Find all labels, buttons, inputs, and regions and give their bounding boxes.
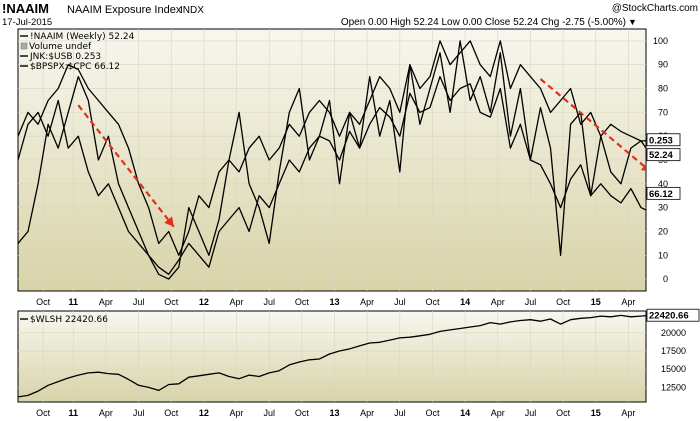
x-tick-label: Jul xyxy=(263,297,275,307)
trendline-group xyxy=(77,78,646,228)
value-flag-label: 66.12 xyxy=(649,189,673,200)
lower-y-tick-label: 20000 xyxy=(661,328,686,338)
lower-y-axis: 12500 15000 17500 20000 xyxy=(661,328,686,393)
x-tick-label: Apr xyxy=(230,297,244,307)
stockcharts-watermark: @StockCharts.com xyxy=(612,3,698,14)
value-flag-label: 0.253 xyxy=(649,135,673,146)
lower-y-tick-label: 15000 xyxy=(661,364,686,374)
upper-y-tick-label: 90 xyxy=(658,60,668,70)
lower-x-axis: Oct 11 Apr Jul Oct 12 Apr Jul Oct 13 Apr Jul Oct 14 Ap… xyxy=(36,408,635,418)
legend-label: !NAAIM (Weekly) 52.24 xyxy=(30,32,135,42)
upper-series-group xyxy=(18,40,646,280)
x-tick-label: Apr xyxy=(360,297,374,307)
quote-summary: Open 0.00 High 52.24 Low 0.00 Close 52.2… xyxy=(341,17,626,28)
upper-x-axis: Oct 11 Apr Jul Oct 12 Apr Jul Oct 13 Apr Jul Oct 14 Ap… xyxy=(36,297,635,307)
series-line-wlsh xyxy=(18,314,646,398)
series-line-jnk_usb xyxy=(18,40,646,256)
upper-y-tick-label: 20 xyxy=(658,226,668,236)
x-tick-label: Apr xyxy=(360,408,374,418)
x-tick-label: Jul xyxy=(133,408,145,418)
x-tick-label: Apr xyxy=(621,408,635,418)
x-tick-label: Apr xyxy=(491,408,505,418)
lower-series-group xyxy=(18,314,646,398)
x-tick-label: Jul xyxy=(394,297,406,307)
x-tick-label: Oct xyxy=(556,408,571,418)
value-flag xyxy=(646,148,681,162)
x-tick-label: Apr xyxy=(230,408,244,418)
x-tick-label: 12 xyxy=(199,408,209,418)
value-flag xyxy=(646,186,681,200)
ticker-symbol: !NAAIM xyxy=(2,1,49,16)
upper-y-tick-label: 70 xyxy=(658,107,668,117)
x-tick-label: Jul xyxy=(394,408,406,418)
lower-legend: $WLSH 22420.66 xyxy=(20,315,108,325)
series-line-naaim xyxy=(18,40,646,280)
value-flag-label: 22420.66 xyxy=(649,311,689,322)
x-tick-label: Oct xyxy=(36,408,51,418)
x-tick-label: Oct xyxy=(556,297,571,307)
x-tick-label: 15 xyxy=(591,408,601,418)
upper-value-flags: 0.253 52.24 66.12 xyxy=(646,133,681,200)
exchange-label: INDX xyxy=(180,5,204,16)
x-tick-label: Oct xyxy=(425,297,440,307)
x-tick-label: 12 xyxy=(199,297,209,307)
x-tick-label: Oct xyxy=(164,408,179,418)
x-tick-label: Oct xyxy=(295,408,310,418)
legend-label: $WLSH 22420.66 xyxy=(30,315,108,325)
index-name: NAAIM Exposure Index xyxy=(67,4,182,16)
trend-arrowhead-icon xyxy=(164,216,174,227)
x-tick-label: 11 xyxy=(69,297,79,307)
upper-y-tick-label: 80 xyxy=(658,84,668,94)
upper-y-tick-label: 100 xyxy=(653,36,668,46)
x-tick-label: Jul xyxy=(263,408,275,418)
x-tick-label: Apr xyxy=(99,297,113,307)
x-tick-label: 14 xyxy=(460,408,470,418)
x-tick-label: Apr xyxy=(491,297,505,307)
lower-value-flags: 22420.66 xyxy=(646,308,700,322)
red-trendline xyxy=(77,104,175,228)
legend-label: $BPSPX:$CPC 66.12 xyxy=(30,62,120,72)
upper-y-tick-label: 40 xyxy=(658,179,668,189)
upper-y-tick-label: 30 xyxy=(658,203,668,213)
chart-date: 17-Jul-2015 xyxy=(2,17,52,28)
x-tick-label: Oct xyxy=(425,408,440,418)
x-tick-label: 13 xyxy=(330,408,340,418)
x-tick-label: 13 xyxy=(330,297,340,307)
x-tick-label: 14 xyxy=(460,297,470,307)
lower-grid xyxy=(18,311,646,402)
x-tick-label: Oct xyxy=(164,297,179,307)
legend-label: JNK:$USB 0.253 xyxy=(29,52,101,62)
x-tick-label: 15 xyxy=(591,297,601,307)
legend-label: Volume undef xyxy=(29,42,92,52)
x-tick-label: Jul xyxy=(133,297,145,307)
lower-y-tick-label: 17500 xyxy=(661,346,686,356)
x-tick-label: Jul xyxy=(525,408,537,418)
legend-volume-swatch xyxy=(20,42,28,50)
series-line-bpspx_cpc xyxy=(18,75,646,275)
trend-arrowhead-icon xyxy=(640,163,646,171)
x-tick-label: 11 xyxy=(69,408,79,418)
lower-y-tick-label: 12500 xyxy=(661,382,686,392)
x-tick-label: Oct xyxy=(295,297,310,307)
value-flag xyxy=(646,133,681,147)
red-trendline xyxy=(539,78,646,170)
x-tick-label: Apr xyxy=(99,408,113,418)
upper-y-tick-label: 0 xyxy=(663,274,668,284)
value-flag-label: 52.24 xyxy=(649,150,673,161)
upper-y-tick-label: 10 xyxy=(658,250,668,260)
wlsh-panel xyxy=(17,310,647,403)
x-tick-label: Apr xyxy=(621,297,635,307)
x-tick-label: Jul xyxy=(525,297,537,307)
value-flag xyxy=(646,308,700,322)
down-arrow-icon: ▼ xyxy=(628,17,637,27)
x-tick-label: Oct xyxy=(36,297,51,307)
